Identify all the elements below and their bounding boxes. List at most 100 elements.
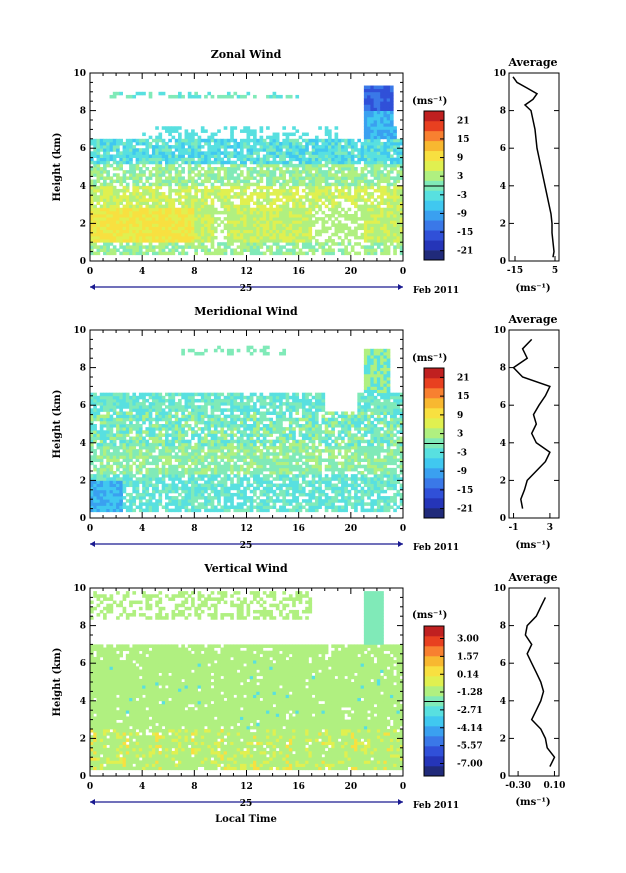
heatmap-cell [106,483,110,488]
heatmap-cell [174,138,179,143]
heatmap-cell [164,508,169,513]
heatmap-cell [109,94,114,99]
heatmap-cell [285,132,290,137]
heatmap-cell [161,223,166,227]
heatmap-cell [116,138,120,143]
heatmap-cell [106,229,110,234]
heatmap-cell [194,445,198,450]
heatmap-cell [363,104,368,108]
heatmap-cell [112,157,117,162]
heatmap-cell [116,411,120,415]
heatmap-cell [341,148,345,152]
heatmap-cell [334,188,339,193]
heatmap-cell [207,138,212,143]
heatmap-cell [122,251,127,256]
heatmap-cell [168,467,172,472]
heatmap-cell [142,148,146,152]
heatmap-cell [226,348,231,353]
heatmap-cell [324,176,329,180]
heatmap-cell [305,167,309,171]
average-y-tick-label: 0 [500,257,506,267]
heatmap-cell [230,505,234,509]
heatmap-cell [171,226,176,231]
heatmap-cell [344,154,348,158]
heatmap-cell [96,176,101,180]
heatmap-cell [129,505,133,509]
heatmap-cell [259,192,264,196]
heatmap-cell [93,408,97,412]
heatmap-cell [106,223,110,227]
heatmap-cell [367,207,371,212]
heatmap-cell [187,210,192,215]
heatmap-cell [383,210,388,215]
heatmap-cell [161,439,166,444]
x-tick-label: 4 [139,267,145,277]
heatmap-cell [311,182,316,187]
heatmap-cell [275,204,280,209]
heatmap-cell [116,464,120,469]
heatmap-cell [386,94,391,99]
heatmap-cell [164,442,169,447]
heatmap-cell [90,217,94,221]
heatmap-cell [275,214,280,218]
heatmap-cell [210,226,215,231]
heatmap-cell [155,154,159,158]
heatmap-cell [138,210,143,215]
heatmap-cell [370,94,375,99]
heatmap-cell [282,229,287,234]
heatmap-cell [119,179,123,184]
heatmap-cell [148,474,153,478]
heatmap-cell [178,195,182,199]
heatmap-cell [334,210,339,215]
heatmap-cell [311,179,316,184]
heatmap-cell [334,145,339,149]
heatmap-cell [164,229,169,234]
heatmap-cell [109,489,114,494]
heatmap-cell [99,499,104,503]
heatmap-cell [90,477,94,481]
heatmap-cell [155,138,159,143]
heatmap-cell [223,496,228,500]
heatmap-cell [246,179,251,184]
heatmap-cell [370,204,375,209]
heatmap-cell [393,201,397,205]
heatmap-cell [259,185,264,190]
heatmap-cell [178,210,182,215]
heatmap-cell [223,126,228,130]
heatmap-cell [233,195,238,199]
heatmap-cell [194,182,198,187]
heatmap-cell [171,94,176,99]
heatmap-cell [373,101,378,105]
heatmap-cell [393,248,397,252]
heatmap-cell [223,414,228,419]
heatmap-cell [334,173,339,177]
heatmap-cell [376,91,381,96]
heatmap-cell [399,192,403,196]
heatmap-cell [184,207,189,212]
heatmap-cell [269,251,273,256]
heatmap-cell [373,188,378,193]
heatmap-cell [164,471,169,475]
heatmap-cell [243,192,247,196]
heatmap-cell [236,436,241,441]
heatmap-cell [321,154,326,158]
heatmap-cell [376,226,381,231]
heatmap-cell [129,157,133,162]
heatmap-cell [210,192,215,196]
heatmap-cell [376,204,381,209]
heatmap-cell [99,445,104,450]
heatmap-cell [151,433,156,437]
heatmap-cell [298,235,303,240]
heatmap-cell [122,436,127,441]
heatmap-cell [367,235,371,240]
heatmap-cell [328,148,332,152]
heatmap-cell [292,145,296,149]
heatmap-cell [158,204,163,209]
heatmap-cell [178,91,182,96]
heatmap-cell [259,223,264,227]
heatmap-cell [187,486,192,491]
heatmap-cell [184,217,189,221]
heatmap-cell [119,151,123,155]
heatmap-cell [226,195,231,199]
heatmap-cell [217,502,221,506]
